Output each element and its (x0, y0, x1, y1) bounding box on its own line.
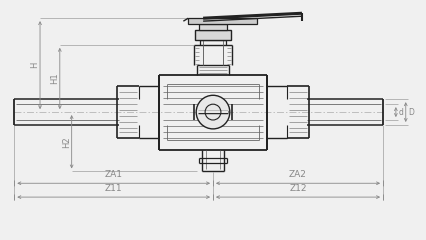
Text: ZA2: ZA2 (288, 170, 306, 179)
Text: d: d (398, 108, 403, 117)
Text: Z12: Z12 (288, 184, 306, 193)
Circle shape (196, 95, 229, 129)
Bar (188, 18, 257, 24)
Text: Z11: Z11 (105, 184, 122, 193)
Text: H1: H1 (50, 73, 59, 84)
Text: H: H (31, 62, 40, 68)
Text: D: D (408, 108, 414, 117)
Bar (195, 30, 230, 40)
Text: H2: H2 (62, 136, 71, 148)
Bar (199, 24, 226, 30)
Text: ZA1: ZA1 (104, 170, 122, 179)
